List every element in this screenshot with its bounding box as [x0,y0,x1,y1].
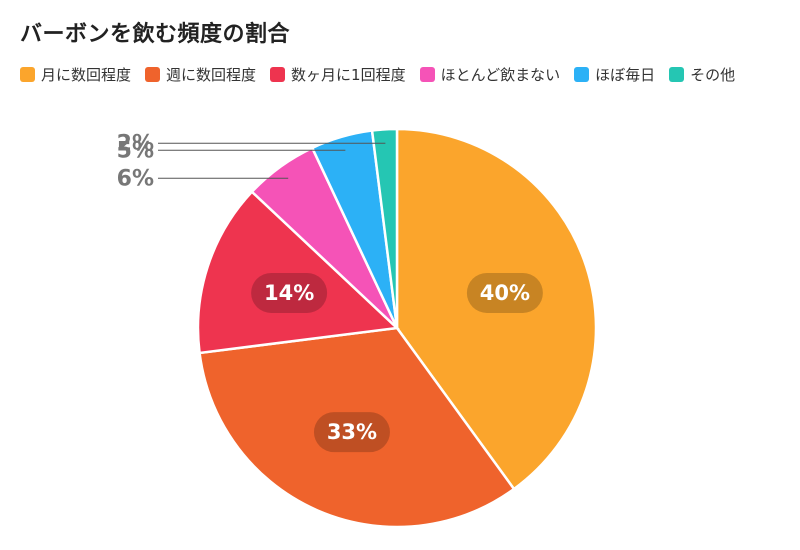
slice-value-text: 14% [264,281,314,305]
legend-swatch [145,66,161,82]
slice-label-weekly: 33% [313,412,390,453]
legend-swatch [270,66,286,82]
pie-slice-other[interactable] [370,127,399,329]
legend-swatch [574,66,590,82]
slice-label-monthly: 40% [466,272,543,313]
legend-label: その他 [690,65,736,84]
outer-label-other: 2% [117,131,154,156]
legend-label: ほぼ毎日 [595,65,656,84]
slice-value-text: 33% [327,420,377,444]
legend-swatch [20,66,35,82]
legend-label: 週に数回程度 [166,65,257,84]
legend-item-other[interactable]: その他 [669,64,735,84]
slice-label-background [466,272,543,313]
slice-label-every-few-months: 14% [251,272,328,313]
chart-title: バーボンを飲む頻度の割合 [20,22,291,47]
legend-label: 数ヶ月に1回程度 [291,65,406,84]
legend-label: 月に数回程度 [41,65,132,84]
pie-slice-every-few-months[interactable] [196,190,400,355]
legend-swatch [419,66,435,82]
legend: 月に数回程度 週に数回程度 数ヶ月に1回程度 ほとんど飲まない ほぼ毎日 その他 [20,64,780,84]
legend-label: ほとんど飲まない [440,65,561,84]
legend-item-weekly[interactable]: 週に数回程度 [145,64,256,84]
legend-swatch [669,66,685,82]
legend-item-almost-daily[interactable]: ほぼ毎日 [574,64,655,84]
slice-label-background [251,272,328,313]
pie-slice-weekly[interactable] [198,326,516,529]
outer-label-rarely: 6% [117,166,154,191]
legend-item-monthly[interactable]: 月に数回程度 [20,64,131,84]
legend-item-every-few-months[interactable]: 数ヶ月に1回程度 [270,64,406,84]
legend-item-rarely[interactable]: ほとんど飲まない [419,64,561,84]
slice-label-background [313,412,390,453]
slice-value-text: 40% [480,281,530,305]
pie-slice-monthly[interactable] [395,127,598,491]
outer-label-almost-daily: 5% [117,138,154,163]
